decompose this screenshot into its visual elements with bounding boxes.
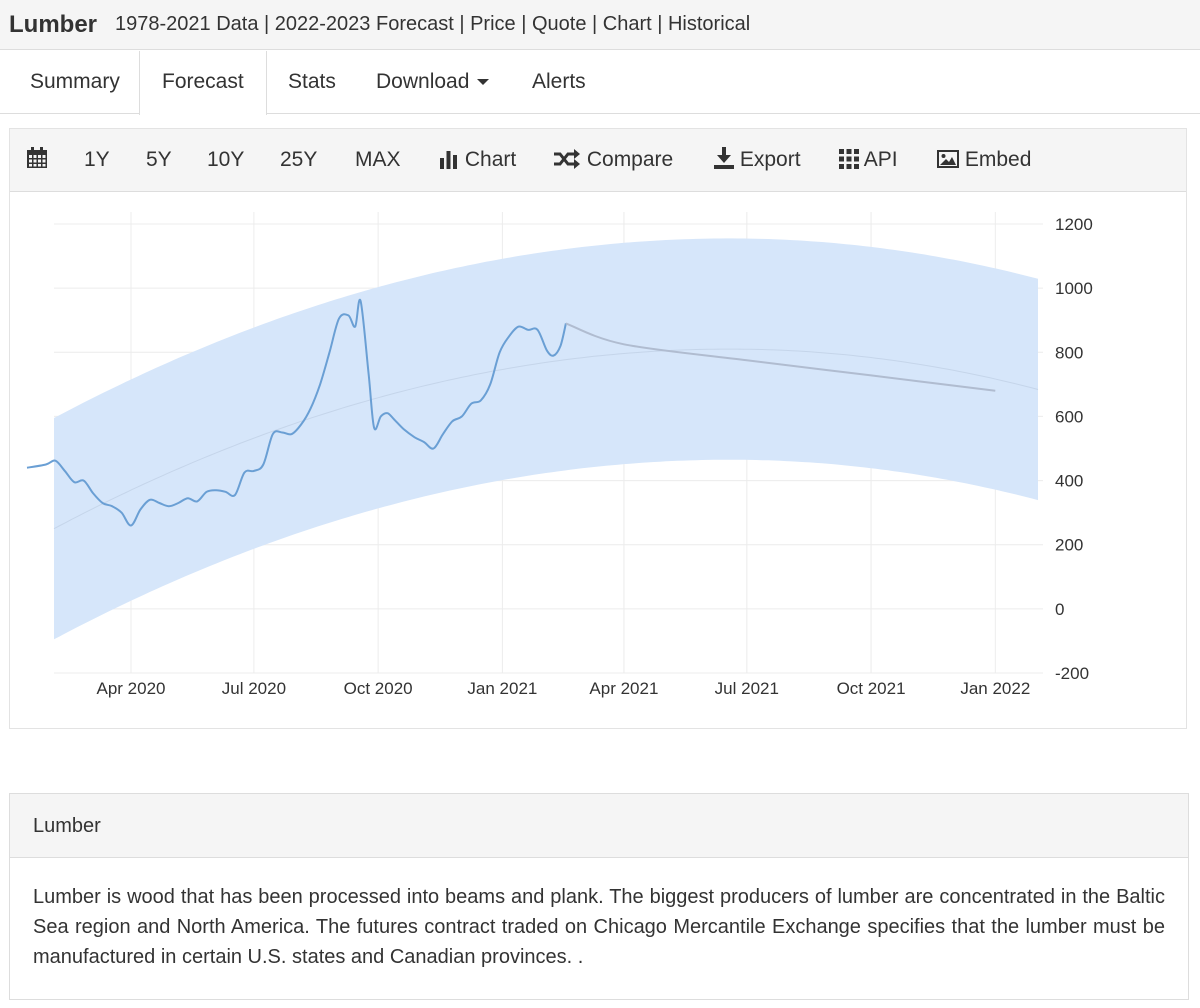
chart-type-button[interactable]: Chart [439, 129, 516, 191]
y-tick-label: 0 [1055, 600, 1064, 619]
tab-forecast-label: Forecast [162, 70, 244, 93]
x-axis-ticks: Apr 2020 Jul 2020 Oct 2020 Jan 2021 Apr 2021… [97, 679, 1031, 698]
y-tick-label: 1000 [1055, 279, 1093, 298]
y-tick-label: -200 [1055, 664, 1089, 683]
panel-heading: Lumber [10, 794, 1188, 858]
range-25y-button[interactable]: 25Y [280, 148, 318, 171]
chart-type-label: Chart [464, 148, 517, 171]
x-tick-label: Jul 2020 [222, 679, 286, 698]
x-tick-label: Apr 2020 [97, 679, 166, 698]
nav-tabs: Summary Forecast Stats Download Alerts [0, 51, 1200, 115]
calendar-icon [27, 147, 47, 168]
y-tick-label: 800 [1055, 343, 1083, 362]
image-icon [937, 150, 959, 168]
chart-toolbar: 1Y 5Y 10Y 25Y MAX Chart Compare [10, 129, 1186, 192]
x-tick-label: Oct 2020 [344, 679, 413, 698]
bar-chart-icon [440, 151, 457, 169]
panel-body-text: Lumber is wood that has been processed i… [33, 886, 1165, 968]
embed-label: Embed [964, 148, 1032, 171]
range-1y-button[interactable]: 1Y [84, 148, 110, 171]
compare-label: Compare [586, 148, 674, 171]
tab-alerts-label: Alerts [532, 70, 586, 93]
chart-container: 1Y 5Y 10Y 25Y MAX Chart Compare [9, 128, 1187, 729]
y-tick-label: 200 [1055, 536, 1083, 555]
tab-stats[interactable]: Stats [288, 51, 336, 114]
page-header: Lumber 1978-2021 Data | 2022-2023 Foreca… [0, 0, 1200, 50]
compare-button[interactable]: Compare [553, 129, 673, 191]
page-subtitle: 1978-2021 Data | 2022-2023 Forecast | Pr… [115, 13, 751, 35]
tab-download-label: Download [376, 70, 470, 93]
download-icon [714, 147, 734, 169]
api-label: API [863, 148, 898, 171]
export-button[interactable]: Export [714, 129, 801, 191]
y-tick-label: 1200 [1055, 215, 1093, 234]
forecast-price-line [565, 322, 996, 392]
tab-forecast[interactable]: Forecast [139, 51, 267, 115]
grid-icon [839, 149, 859, 169]
forecast-confidence-band [54, 238, 1038, 640]
x-tick-label: Oct 2021 [837, 679, 906, 698]
x-tick-label: Jul 2021 [715, 679, 779, 698]
tab-summary[interactable]: Summary [30, 51, 120, 114]
x-tick-label: Jan 2022 [960, 679, 1030, 698]
range-max-button[interactable]: MAX [355, 148, 401, 171]
embed-button[interactable]: Embed [937, 129, 1031, 191]
calendar-button[interactable] [26, 129, 48, 191]
tab-stats-label: Stats [288, 70, 336, 93]
actual-price-line [26, 298, 567, 527]
range-10y-button[interactable]: 10Y [207, 148, 245, 171]
tab-download[interactable]: Download [376, 51, 490, 114]
forecast-trend-line [53, 348, 1039, 530]
api-button[interactable]: API [839, 129, 898, 191]
range-5y-button[interactable]: 5Y [146, 148, 172, 171]
description-panel: Lumber Lumber is wood that has been proc… [9, 793, 1189, 1000]
tab-summary-label: Summary [30, 70, 120, 93]
x-tick-label: Jan 2021 [467, 679, 537, 698]
page-title: Lumber [9, 10, 98, 38]
export-label: Export [739, 148, 801, 171]
tab-alerts[interactable]: Alerts [532, 51, 586, 114]
caret-down-icon [477, 79, 490, 86]
y-tick-label: 600 [1055, 407, 1083, 426]
forecast-chart: 1200 1000 800 600 400 200 0 -200 Apr 2020 Jul 20… [26, 212, 1093, 698]
x-tick-label: Apr 2021 [589, 679, 658, 698]
y-tick-label: 400 [1055, 472, 1083, 491]
y-axis-ticks: 1200 1000 800 600 400 200 0 -200 [1055, 215, 1093, 683]
shuffle-icon [554, 149, 580, 169]
